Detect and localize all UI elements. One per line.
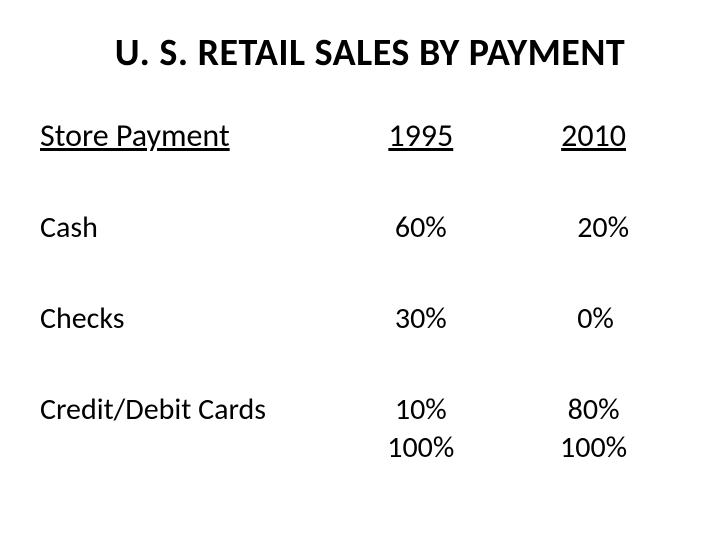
cell-cards-2010: 80% 100% [507, 387, 680, 470]
total-1995: 100% [387, 429, 454, 467]
cell-cards-1995: 10% 100% [334, 387, 507, 470]
total-2010: 100% [560, 429, 627, 467]
table-row: Cash 60% 20% [40, 205, 680, 250]
cards-2010-value: 80% [568, 391, 620, 429]
header-store-payment: Store Payment [40, 112, 334, 159]
row-label-cards: Credit/Debit Cards [40, 387, 334, 470]
cell-cash-2010: 20% [507, 205, 680, 250]
cell-checks-2010: 0% [507, 296, 680, 341]
header-year-2010: 2010 [507, 112, 680, 159]
cell-checks-1995: 30% [334, 296, 507, 341]
row-label-checks: Checks [40, 296, 334, 341]
row-label-cash: Cash [40, 205, 334, 250]
table-row: Checks 30% 0% [40, 296, 680, 341]
header-year-1995: 1995 [334, 112, 507, 159]
cards-1995-value: 10% [395, 391, 447, 429]
table-header-row: Store Payment 1995 2010 [40, 112, 680, 159]
page-title: U. S. RETAIL SALES BY PAYMENT [60, 30, 680, 76]
cell-cash-1995: 60% [334, 205, 507, 250]
payment-table: Store Payment 1995 2010 Cash 60% 20% Che… [40, 112, 680, 470]
table-row: Credit/Debit Cards 10% 100% 80% 100% [40, 387, 680, 470]
